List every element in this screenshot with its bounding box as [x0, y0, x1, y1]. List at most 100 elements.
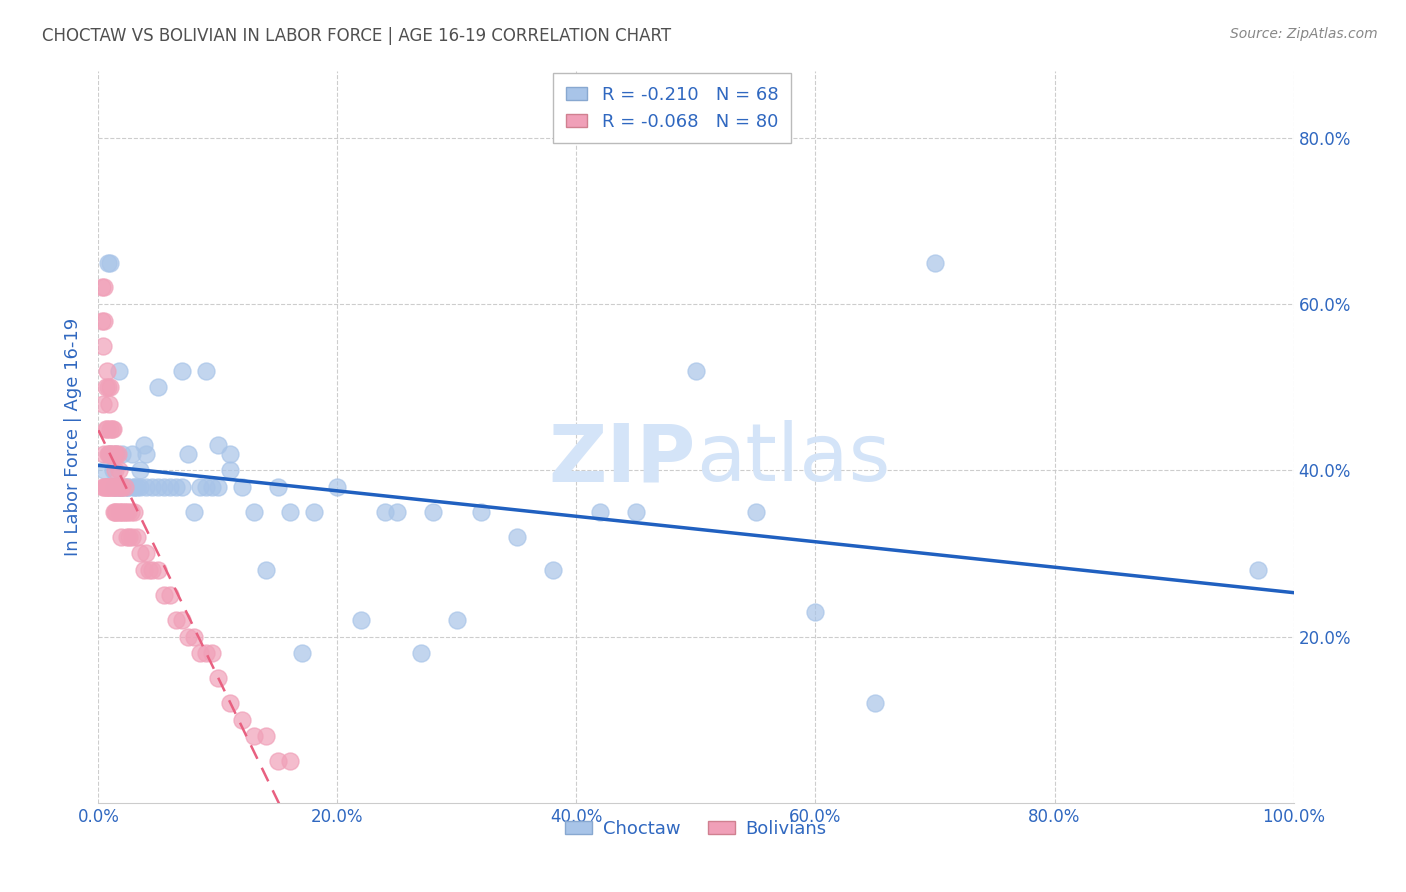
Point	[385, 505, 409, 519]
Point	[374, 505, 396, 519]
Point	[148, 480, 170, 494]
Point	[207, 480, 229, 494]
Point	[107, 363, 129, 377]
Point	[132, 438, 155, 452]
Point	[97, 480, 120, 494]
Point	[177, 630, 200, 644]
Point	[115, 505, 138, 519]
Point	[278, 754, 301, 768]
Point	[924, 255, 946, 269]
Point	[470, 505, 492, 519]
Point	[108, 480, 131, 494]
Point	[124, 505, 146, 519]
Point	[422, 505, 444, 519]
Point	[177, 447, 200, 461]
Point	[219, 696, 242, 710]
Point	[411, 646, 433, 660]
Point	[159, 588, 181, 602]
Point	[103, 505, 125, 519]
Point	[267, 480, 290, 494]
Point	[98, 255, 122, 269]
Point	[124, 480, 146, 494]
Point	[97, 447, 120, 461]
Point	[101, 463, 124, 477]
Text: atlas: atlas	[696, 420, 890, 498]
Point	[91, 280, 114, 294]
Point	[105, 480, 128, 494]
Point	[121, 530, 143, 544]
Point	[135, 447, 157, 461]
Point	[112, 505, 135, 519]
Point	[101, 480, 124, 494]
Point	[165, 480, 187, 494]
Point	[541, 563, 564, 577]
Point	[104, 463, 127, 477]
Text: ZIP: ZIP	[548, 420, 696, 498]
Point	[107, 447, 129, 461]
Point	[91, 338, 114, 352]
Point	[626, 505, 648, 519]
Point	[98, 447, 122, 461]
Point	[117, 480, 139, 494]
Point	[243, 505, 266, 519]
Point	[183, 505, 205, 519]
Point	[125, 480, 148, 494]
Point	[745, 505, 768, 519]
Point	[865, 696, 887, 710]
Point	[98, 447, 121, 461]
Point	[172, 363, 194, 377]
Point	[172, 480, 194, 494]
Point	[107, 463, 129, 477]
Point	[148, 563, 170, 577]
Point	[207, 438, 229, 452]
Point	[93, 280, 115, 294]
Point	[141, 563, 163, 577]
Point	[446, 613, 468, 627]
Point	[188, 646, 211, 660]
Point	[153, 480, 176, 494]
Point	[165, 613, 187, 627]
Point	[138, 563, 160, 577]
Point	[148, 380, 170, 394]
Point	[93, 480, 115, 494]
Point	[135, 480, 157, 494]
Point	[100, 480, 122, 494]
Point	[254, 563, 277, 577]
Point	[105, 480, 128, 494]
Point	[111, 480, 134, 494]
Point	[1247, 563, 1270, 577]
Point	[91, 314, 114, 328]
Point	[129, 546, 152, 560]
Point	[108, 505, 131, 519]
Point	[107, 505, 129, 519]
Point	[141, 480, 163, 494]
Point	[201, 646, 224, 660]
Point	[93, 314, 115, 328]
Point	[105, 447, 128, 461]
Point	[231, 713, 253, 727]
Point	[96, 480, 118, 494]
Point	[91, 397, 114, 411]
Point	[121, 447, 143, 461]
Point	[94, 380, 117, 394]
Point	[104, 505, 127, 519]
Point	[111, 505, 134, 519]
Point	[93, 447, 115, 461]
Point	[98, 397, 121, 411]
Y-axis label: In Labor Force | Age 16-19: In Labor Force | Age 16-19	[63, 318, 82, 557]
Point	[183, 630, 205, 644]
Point	[243, 729, 266, 743]
Point	[231, 480, 253, 494]
Point	[103, 447, 125, 461]
Point	[110, 530, 132, 544]
Point	[120, 505, 142, 519]
Point	[118, 530, 141, 544]
Point	[291, 646, 314, 660]
Point	[172, 613, 194, 627]
Text: CHOCTAW VS BOLIVIAN IN LABOR FORCE | AGE 16-19 CORRELATION CHART: CHOCTAW VS BOLIVIAN IN LABOR FORCE | AGE…	[42, 27, 671, 45]
Point	[105, 447, 128, 461]
Point	[103, 480, 125, 494]
Point	[132, 563, 155, 577]
Point	[195, 363, 218, 377]
Point	[267, 754, 290, 768]
